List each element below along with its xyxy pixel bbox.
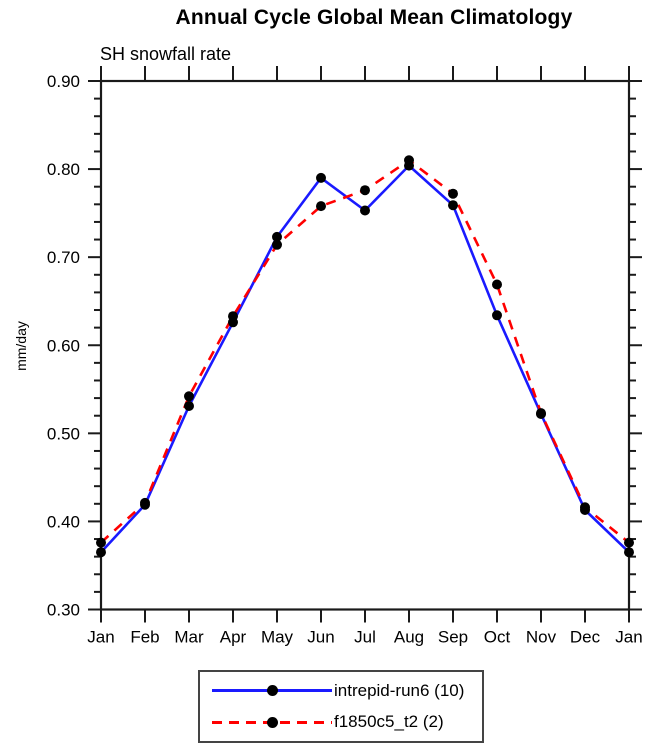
legend: intrepid-run6 (10) f1850c5_t2 (2) <box>198 670 484 743</box>
x-tick-label: Mar <box>174 628 204 647</box>
legend-label: intrepid-run6 (10) <box>334 680 465 700</box>
x-tick-label: Jun <box>307 628 334 647</box>
x-tick-label: Oct <box>484 628 511 647</box>
data-point-marker <box>228 311 238 322</box>
y-tick-label: 0.70 <box>47 248 80 267</box>
y-tick-label: 0.30 <box>47 601 80 620</box>
data-point-marker <box>96 547 106 558</box>
x-tick-label: May <box>261 628 294 647</box>
data-point-marker <box>96 537 106 548</box>
data-point-marker <box>536 408 546 419</box>
y-tick-label: 0.90 <box>47 72 80 91</box>
y-tick-label: 0.40 <box>47 512 80 531</box>
series-line-f1850c5-t2-2- <box>100 159 630 544</box>
y-tick-label: 0.80 <box>47 160 80 179</box>
legend-entry-intrepid-run6: intrepid-run6 (10) <box>212 676 482 706</box>
x-tick-label: Jan <box>87 628 114 647</box>
data-point-marker <box>316 172 326 183</box>
data-point-marker <box>404 155 414 166</box>
data-point-marker <box>184 391 194 402</box>
chart-subtitle: SH snowfall rate <box>100 44 232 64</box>
legend-label: f1850c5_t2 (2) <box>334 712 444 732</box>
data-point-marker <box>624 537 634 548</box>
data-point-marker <box>272 239 282 250</box>
legend-line-sample-blue <box>212 685 332 697</box>
x-tick-label: Sep <box>438 628 468 647</box>
x-tick-label: Apr <box>220 628 247 647</box>
data-point-marker <box>580 502 590 513</box>
x-tick-label: Feb <box>130 628 159 647</box>
data-point-marker <box>448 188 458 199</box>
data-point-marker <box>448 200 458 211</box>
data-point-marker <box>316 201 326 212</box>
x-tick-label: Jan <box>615 628 642 647</box>
x-tick-label: Jul <box>354 628 376 647</box>
data-point-marker <box>272 231 282 242</box>
data-point-marker <box>184 401 194 411</box>
legend-line-sample-red <box>212 716 332 728</box>
data-point-marker <box>492 310 502 321</box>
legend-marker-dot <box>266 716 278 728</box>
data-point-marker <box>140 497 150 508</box>
x-tick-label: Dec <box>570 628 601 647</box>
plot-frame <box>99 79 631 611</box>
y-tick-label: 0.60 <box>47 336 80 355</box>
y-axis-label: mm/day <box>13 321 29 371</box>
legend-entry-f1850c5-t2: f1850c5_t2 (2) <box>212 707 482 737</box>
chart-title: Annual Cycle Global Mean Climatology <box>175 6 573 29</box>
x-tick-label: Nov <box>526 628 557 647</box>
data-point-marker <box>624 547 634 558</box>
x-tick-label: Aug <box>394 628 424 647</box>
data-point-marker <box>360 185 370 196</box>
data-point-marker <box>492 279 502 290</box>
series-line-intrepid-run6-10- <box>100 164 630 554</box>
y-tick-label: 0.50 <box>47 424 80 443</box>
data-point-marker <box>360 205 370 216</box>
legend-marker-dot <box>266 685 278 697</box>
